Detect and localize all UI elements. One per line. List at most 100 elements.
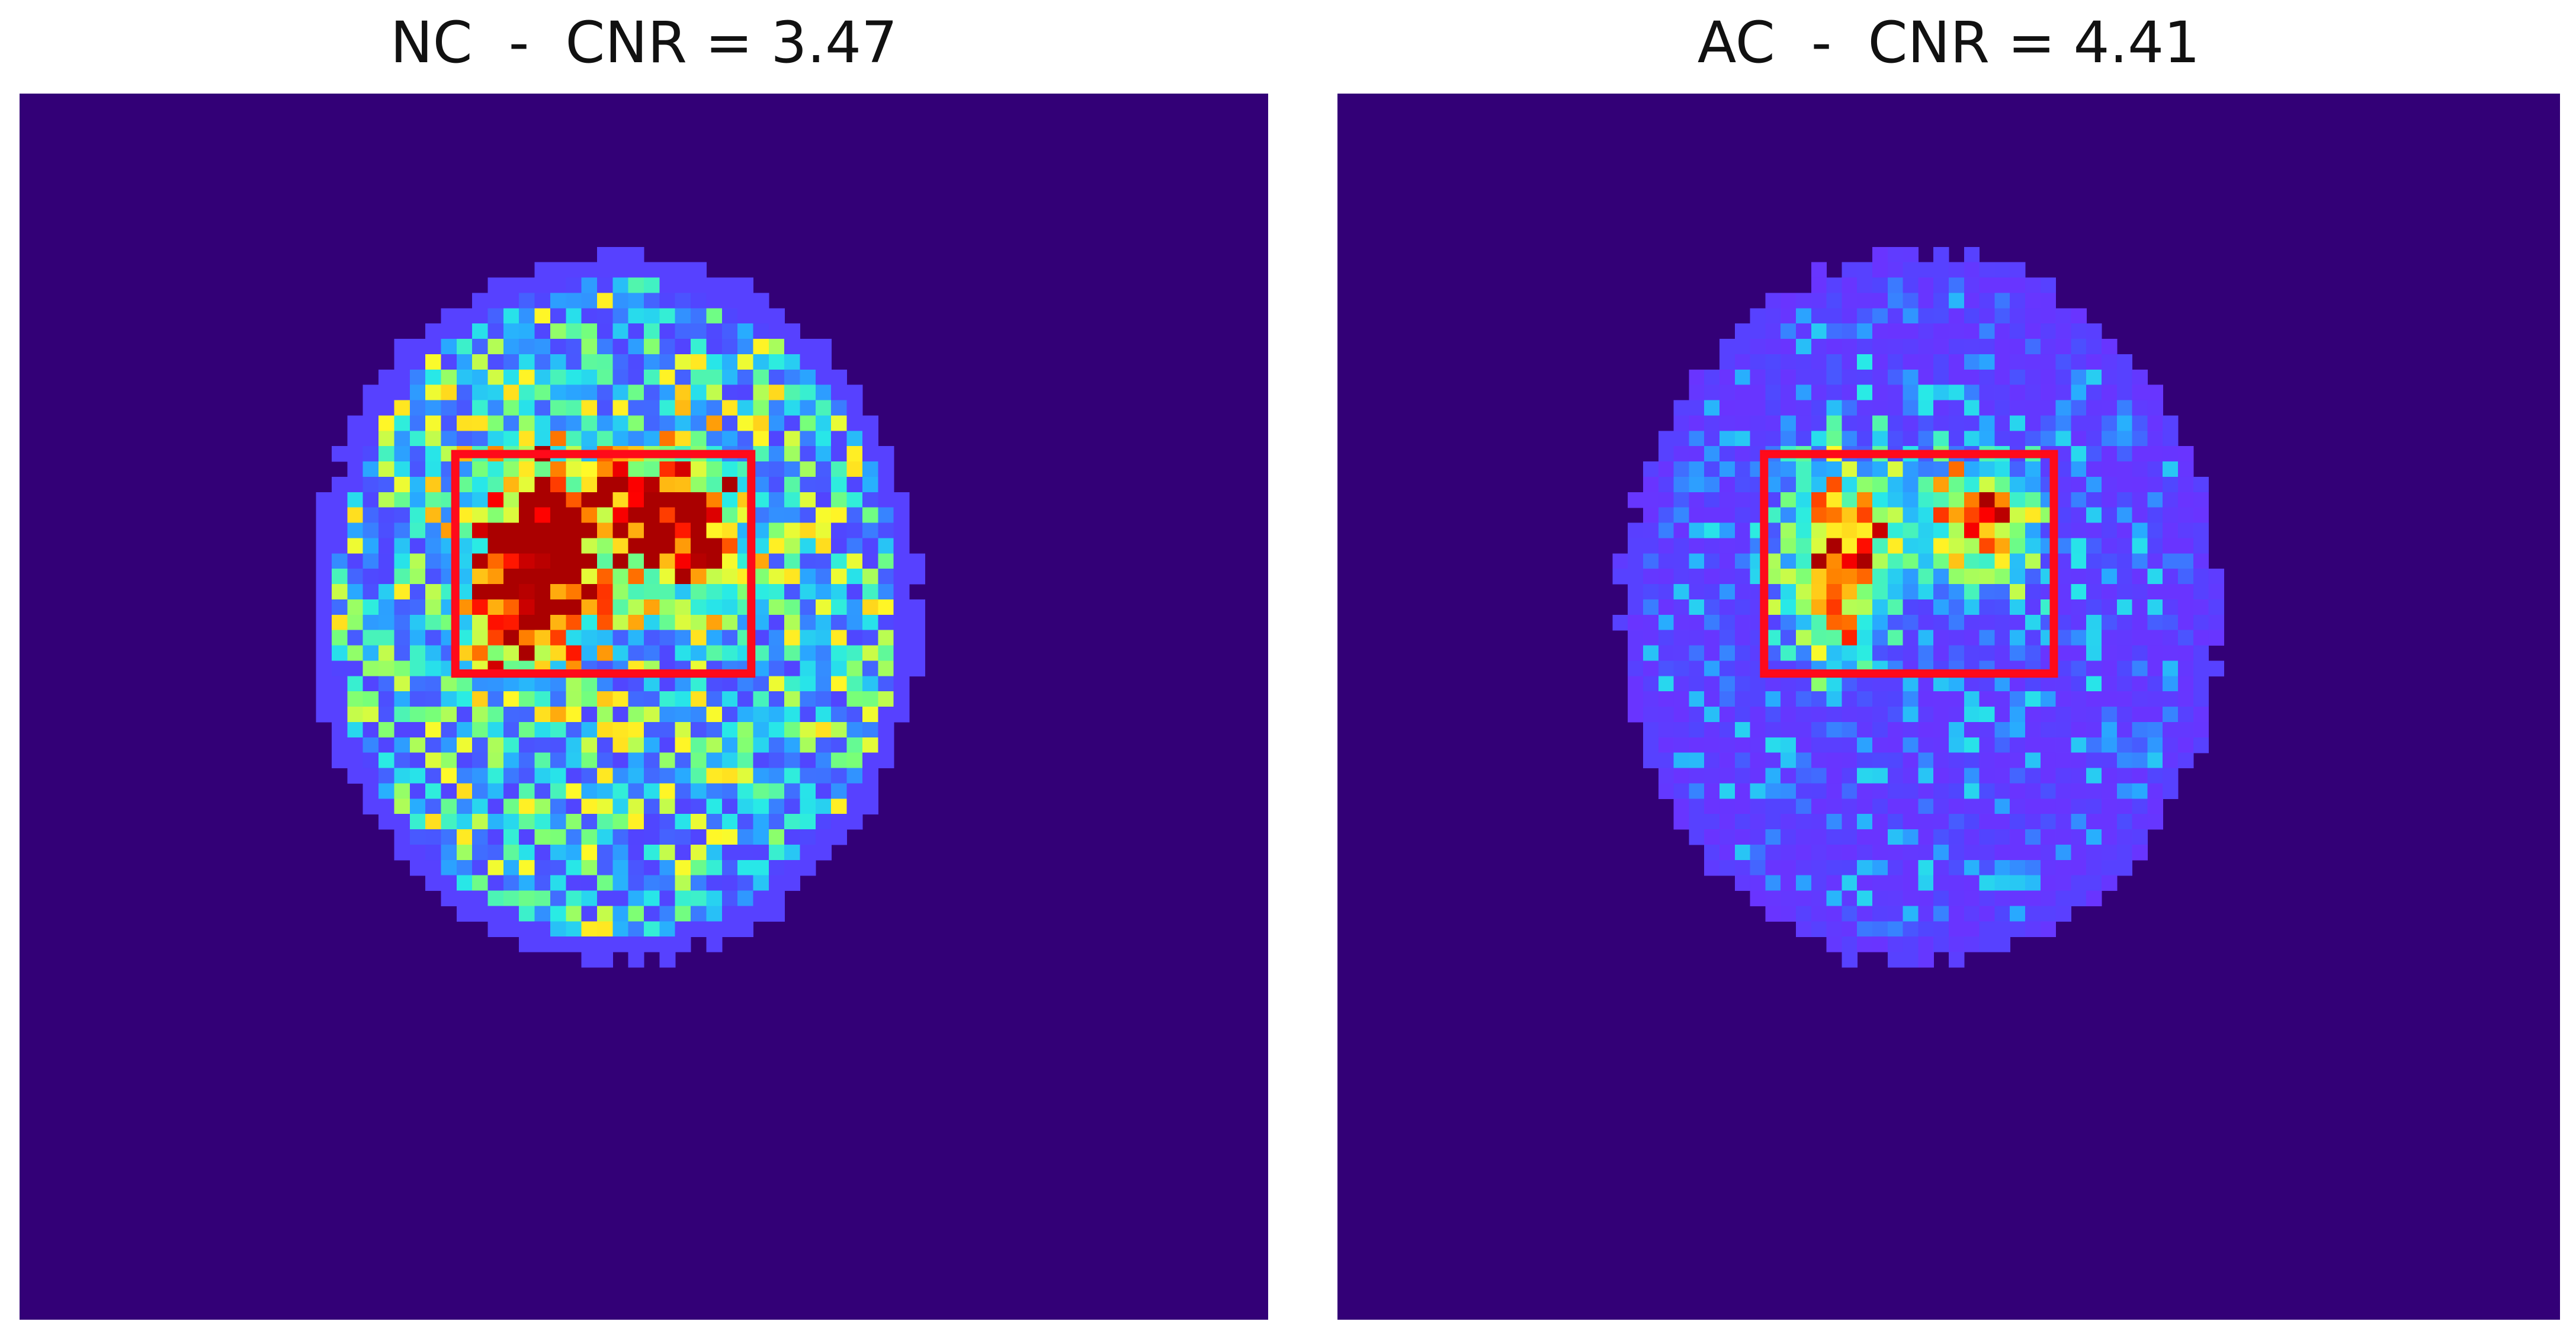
pixel <box>659 323 676 339</box>
pixel <box>1842 415 1858 431</box>
pixel <box>612 707 629 723</box>
pixel <box>2132 798 2148 814</box>
pixel <box>628 461 644 477</box>
pixel <box>519 737 535 753</box>
pixel <box>1933 354 1949 370</box>
pixel <box>768 614 785 631</box>
pixel <box>1918 323 1934 339</box>
pixel <box>706 323 723 339</box>
pixel <box>347 415 364 431</box>
pixel <box>784 844 801 861</box>
pixel <box>519 492 535 508</box>
pixel <box>1872 384 1888 401</box>
pixel <box>581 569 598 585</box>
pixel <box>1826 844 1842 861</box>
pixel <box>1796 584 1812 600</box>
pixel <box>487 323 504 339</box>
pixel <box>675 829 691 845</box>
pixel <box>316 553 332 569</box>
pixel <box>1704 553 1720 569</box>
pixel <box>1872 277 1888 293</box>
pixel <box>1704 660 1720 676</box>
pixel <box>862 691 878 707</box>
pixel <box>1949 952 1965 968</box>
pixel <box>1964 676 1980 692</box>
pixel <box>628 553 644 569</box>
pixel <box>2040 721 2057 738</box>
pixel <box>768 599 785 615</box>
pixel <box>534 538 551 554</box>
pixel <box>737 323 754 339</box>
pixel <box>2071 798 2087 814</box>
pixel <box>1720 584 1735 600</box>
pixel <box>737 814 754 830</box>
pixel <box>737 308 754 324</box>
pixel <box>1903 308 1919 324</box>
pixel <box>753 768 769 784</box>
pixel <box>612 721 629 738</box>
pixel <box>2163 737 2179 753</box>
pixel <box>316 676 332 692</box>
pixel <box>2163 584 2179 600</box>
pixel <box>2147 798 2163 814</box>
pixel <box>1872 584 1888 600</box>
pixel <box>1720 538 1735 554</box>
pixel <box>550 721 566 738</box>
pixel <box>534 783 551 799</box>
pixel <box>2071 660 2087 676</box>
pixel <box>862 614 878 631</box>
pixel <box>2025 691 2041 707</box>
pixel <box>753 814 769 830</box>
pixel <box>1994 384 2010 401</box>
pixel <box>1842 936 1858 952</box>
pixel <box>675 277 691 293</box>
pixel <box>487 645 504 661</box>
pixel <box>800 599 816 615</box>
pixel <box>347 737 364 753</box>
pixel <box>691 492 707 508</box>
pixel <box>316 691 332 707</box>
pixel <box>456 906 473 922</box>
pixel <box>2178 507 2194 524</box>
pixel <box>1643 707 1659 723</box>
pixel <box>332 569 348 585</box>
pixel <box>1979 906 1995 922</box>
pixel <box>753 507 769 524</box>
pixel <box>1979 293 1995 309</box>
pixel <box>1903 461 1919 477</box>
pixel <box>534 415 551 431</box>
pixel <box>815 676 832 692</box>
pixel <box>2116 844 2133 861</box>
pixel <box>1964 630 1980 646</box>
pixel <box>784 522 801 538</box>
pixel <box>1673 630 1689 646</box>
pixel <box>2163 630 2179 646</box>
pixel <box>753 599 769 615</box>
pixel <box>1933 936 1949 952</box>
pixel <box>784 553 801 569</box>
pixel <box>581 921 598 937</box>
pixel <box>1781 645 1797 661</box>
pixel <box>706 461 723 477</box>
pixel <box>1918 737 1934 753</box>
pixel <box>1949 614 1965 631</box>
pixel <box>1628 584 1644 600</box>
pixel <box>581 553 598 569</box>
pixel <box>409 384 426 401</box>
pixel <box>1933 707 1949 723</box>
pixel <box>2102 522 2118 538</box>
pixel <box>1811 277 1827 293</box>
pixel <box>675 476 691 493</box>
pixel <box>1673 614 1689 631</box>
pixel <box>2010 492 2026 508</box>
pixel <box>534 476 551 493</box>
pixel <box>1765 875 1781 891</box>
pixel <box>846 721 863 738</box>
pixel <box>2132 829 2148 845</box>
pixel <box>519 814 535 830</box>
pixel <box>768 553 785 569</box>
pixel <box>2193 584 2209 600</box>
pixel <box>1933 906 1949 922</box>
pixel <box>1857 814 1873 830</box>
pixel <box>332 538 348 554</box>
